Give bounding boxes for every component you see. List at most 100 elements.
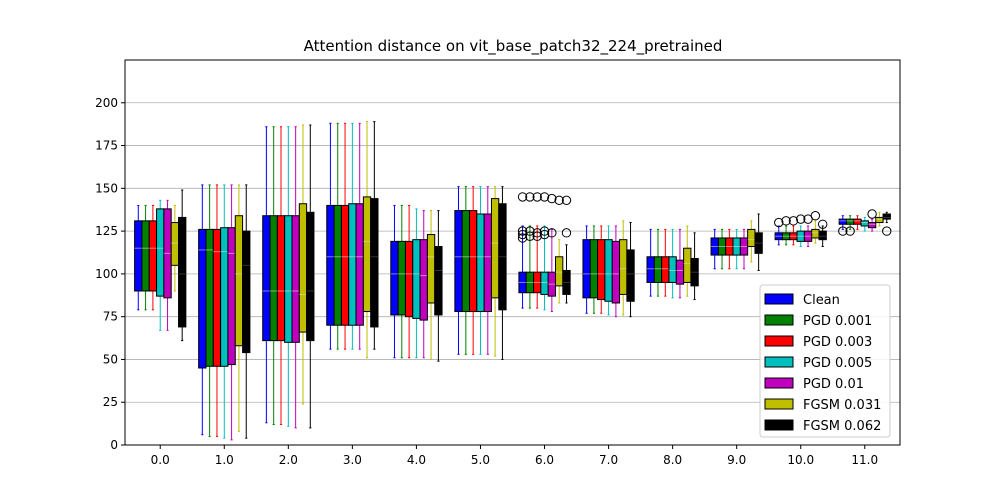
box [853,218,862,225]
box [291,215,300,343]
box-group [205,184,214,437]
box-group [291,126,300,429]
legend-label: PGD 0.003 [803,335,872,350]
box-group [739,228,749,270]
outlier-point [517,226,528,236]
box-group [454,186,463,355]
box-group [582,225,591,314]
box [468,210,478,313]
box [675,259,685,285]
box-group [653,228,663,297]
box [646,256,655,283]
box [845,218,855,225]
box [555,256,564,287]
box [227,227,236,366]
outlier-point [539,229,550,240]
box-group [419,210,428,359]
legend-label: Clean [803,293,840,308]
box-group [298,124,308,405]
box-group [483,186,492,355]
box-group [875,211,884,227]
x-tick-label: 4.0 [407,453,426,467]
y-tick-label: 75 [103,310,118,324]
outlier-point [810,211,821,221]
outlier-point [525,192,535,202]
outlier-point [517,192,528,202]
outlier-point [882,226,892,236]
box [362,196,372,313]
box [582,239,591,299]
box [483,213,492,313]
box-group [646,228,655,297]
box [134,220,143,292]
outlier-point [781,216,791,226]
outlier-point [838,226,848,236]
outlier-point [554,195,564,206]
box-group [539,192,550,311]
legend-swatch [764,419,794,431]
box [355,203,364,326]
outlier-point [539,226,550,236]
x-tick-label: 8.0 [663,453,682,467]
box-group [725,228,734,270]
box-group [589,225,599,314]
legend-swatch [764,293,794,305]
box [348,203,357,326]
outlier-point [561,195,572,206]
box-group [547,193,557,313]
grid-layer [125,102,900,446]
legend-swatch [764,398,794,410]
x-tick-label: 5.0 [471,453,490,467]
box-group [370,121,379,350]
legend-label: FGSM 0.031 [803,398,881,413]
box-group [838,215,848,236]
outlier-point [547,193,557,204]
box [284,215,293,343]
outlier-point [561,228,572,238]
box [178,216,187,328]
outlier-point [796,214,806,224]
y-tick-label: 125 [95,224,118,238]
box-group [262,126,271,424]
box [875,216,884,224]
box [397,240,406,316]
box-group [853,215,862,230]
box-group [170,204,180,292]
box [626,249,635,302]
box-group [604,225,613,316]
legend-label: PGD 0.01 [803,377,864,392]
box-group [796,214,806,248]
box [860,220,869,227]
box [269,215,278,342]
y-tick-label: 25 [103,395,118,409]
outlier-point [517,233,528,243]
box-group [683,225,692,297]
outlier-point [532,228,542,238]
box-group [732,228,741,270]
box [668,256,677,283]
box-group [397,204,406,359]
box-group [810,211,821,244]
y-tick-label: 0 [110,438,118,452]
x-tick-label: 0.0 [151,453,170,467]
box-group [690,232,699,301]
box-group [554,195,564,304]
box-group [426,210,436,360]
box [454,210,463,313]
box [540,271,549,295]
box-group [333,122,342,350]
legend-label: PGD 0.001 [803,314,872,329]
box [434,246,443,316]
legend-swatch [764,335,794,347]
x-tick-label: 9.0 [727,453,746,467]
box-group [490,186,500,357]
chart-title: Attention distance on vit_base_patch32_2… [304,37,723,56]
outlier-point [547,228,557,238]
box [597,239,606,301]
box-group [178,189,187,342]
y-tick-label: 150 [95,181,118,195]
box [490,198,500,299]
box-group [212,184,222,437]
box-layer [134,121,892,441]
